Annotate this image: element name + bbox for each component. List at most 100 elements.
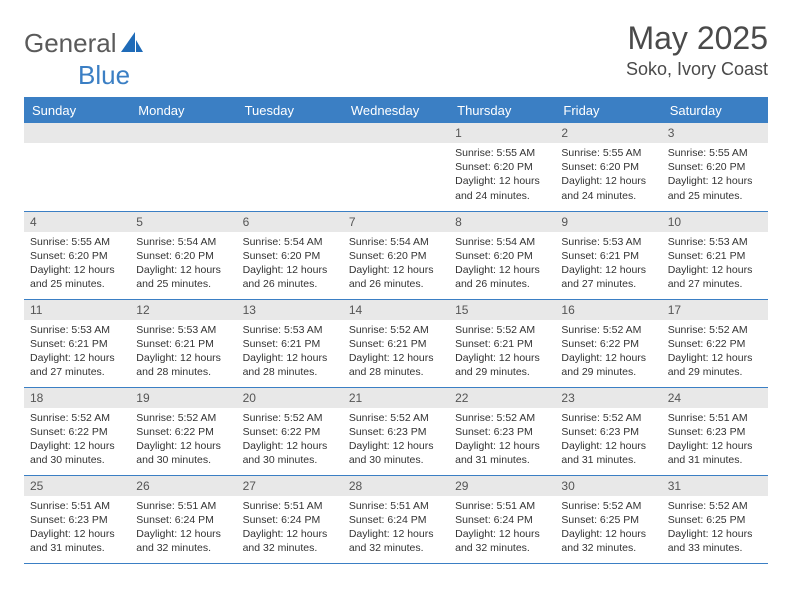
daylight-line: and 28 minutes. [349,365,443,379]
sunset-line: Sunset: 6:20 PM [668,160,762,174]
daylight-line: and 32 minutes. [136,541,230,555]
day-details: Sunrise: 5:52 AMSunset: 6:21 PMDaylight:… [343,320,449,384]
daylight-line: and 32 minutes. [561,541,655,555]
daylight-line: and 30 minutes. [30,453,124,467]
daylight-line: Daylight: 12 hours [561,263,655,277]
day-number: 25 [24,476,130,496]
day-number: 4 [24,212,130,232]
day-number: 17 [662,300,768,320]
calendar-day-cell [237,123,343,211]
day-number: 5 [130,212,236,232]
day-number-empty [130,123,236,143]
sunrise-line: Sunrise: 5:53 AM [30,323,124,337]
brand-logo: General [24,28,145,59]
daylight-line: and 26 minutes. [349,277,443,291]
sunset-line: Sunset: 6:25 PM [668,513,762,527]
sunrise-line: Sunrise: 5:54 AM [349,235,443,249]
calendar-day-cell: 8Sunrise: 5:54 AMSunset: 6:20 PMDaylight… [449,211,555,299]
daylight-line: Daylight: 12 hours [30,527,124,541]
sunset-line: Sunset: 6:20 PM [455,249,549,263]
sunset-line: Sunset: 6:20 PM [243,249,337,263]
daylight-line: Daylight: 12 hours [243,439,337,453]
daylight-line: Daylight: 12 hours [349,351,443,365]
daylight-line: and 26 minutes. [243,277,337,291]
calendar-day-cell: 9Sunrise: 5:53 AMSunset: 6:21 PMDaylight… [555,211,661,299]
daylight-line: Daylight: 12 hours [349,527,443,541]
sunset-line: Sunset: 6:22 PM [668,337,762,351]
calendar-day-cell: 14Sunrise: 5:52 AMSunset: 6:21 PMDayligh… [343,299,449,387]
daylight-line: Daylight: 12 hours [561,439,655,453]
daylight-line: Daylight: 12 hours [561,351,655,365]
day-details: Sunrise: 5:51 AMSunset: 6:23 PMDaylight:… [24,496,130,560]
day-number-empty [343,123,449,143]
sunrise-line: Sunrise: 5:55 AM [455,146,549,160]
day-number: 24 [662,388,768,408]
day-number: 20 [237,388,343,408]
day-number: 7 [343,212,449,232]
daylight-line: Daylight: 12 hours [136,351,230,365]
sunset-line: Sunset: 6:24 PM [243,513,337,527]
day-details: Sunrise: 5:51 AMSunset: 6:24 PMDaylight:… [237,496,343,560]
sunset-line: Sunset: 6:21 PM [136,337,230,351]
daylight-line: and 29 minutes. [668,365,762,379]
sunrise-line: Sunrise: 5:55 AM [561,146,655,160]
day-number: 22 [449,388,555,408]
sunset-line: Sunset: 6:24 PM [349,513,443,527]
daylight-line: Daylight: 12 hours [668,263,762,277]
sunset-line: Sunset: 6:22 PM [561,337,655,351]
sunrise-line: Sunrise: 5:52 AM [455,323,549,337]
daylight-line: and 31 minutes. [668,453,762,467]
daylight-line: Daylight: 12 hours [349,439,443,453]
day-number: 18 [24,388,130,408]
sunrise-line: Sunrise: 5:52 AM [561,323,655,337]
calendar-day-cell: 17Sunrise: 5:52 AMSunset: 6:22 PMDayligh… [662,299,768,387]
sunset-line: Sunset: 6:24 PM [136,513,230,527]
calendar-day-cell: 19Sunrise: 5:52 AMSunset: 6:22 PMDayligh… [130,387,236,475]
daylight-line: and 29 minutes. [455,365,549,379]
calendar-day-cell: 3Sunrise: 5:55 AMSunset: 6:20 PMDaylight… [662,123,768,211]
calendar-header-row: Sunday Monday Tuesday Wednesday Thursday… [24,98,768,124]
daylight-line: Daylight: 12 hours [668,439,762,453]
sunset-line: Sunset: 6:21 PM [668,249,762,263]
daylight-line: and 25 minutes. [30,277,124,291]
calendar-week-row: 1Sunrise: 5:55 AMSunset: 6:20 PMDaylight… [24,123,768,211]
day-details: Sunrise: 5:53 AMSunset: 6:21 PMDaylight:… [555,232,661,296]
sunrise-line: Sunrise: 5:51 AM [349,499,443,513]
sunset-line: Sunset: 6:21 PM [561,249,655,263]
day-number: 11 [24,300,130,320]
daylight-line: and 31 minutes. [561,453,655,467]
day-number: 12 [130,300,236,320]
calendar-day-cell: 16 Sunrise: 5:52 AMSunset: 6:22 PMDayligh… [555,299,661,387]
day-number-empty [24,123,130,143]
daylight-line: Daylight: 12 hours [243,351,337,365]
daylight-line: and 32 minutes. [349,541,443,555]
daylight-line: Daylight: 12 hours [30,439,124,453]
daylight-line: Daylight: 12 hours [349,263,443,277]
calendar-day-cell: 15Sunrise: 5:52 AMSunset: 6:21 PMDayligh… [449,299,555,387]
sunrise-line: Sunrise: 5:52 AM [668,323,762,337]
sunset-line: Sunset: 6:21 PM [455,337,549,351]
sunrise-line: Sunrise: 5:51 AM [30,499,124,513]
sunrise-line: Sunrise: 5:52 AM [30,411,124,425]
day-number: 16 [555,300,661,320]
daylight-line: and 27 minutes. [668,277,762,291]
sunset-line: Sunset: 6:21 PM [30,337,124,351]
day-details: Sunrise: 5:53 AMSunset: 6:21 PMDaylight:… [662,232,768,296]
sunrise-line: Sunrise: 5:51 AM [668,411,762,425]
day-number: 6 [237,212,343,232]
daylight-line: Daylight: 12 hours [136,439,230,453]
day-details: Sunrise: 5:51 AMSunset: 6:24 PMDaylight:… [130,496,236,560]
calendar-day-cell: 13Sunrise: 5:53 AMSunset: 6:21 PMDayligh… [237,299,343,387]
daylight-line: Daylight: 12 hours [243,527,337,541]
sunset-line: Sunset: 6:23 PM [30,513,124,527]
sunrise-line: Sunrise: 5:54 AM [136,235,230,249]
calendar-day-cell: 2Sunrise: 5:55 AMSunset: 6:20 PMDaylight… [555,123,661,211]
day-details: Sunrise: 5:52 AMSunset: 6:23 PMDaylight:… [449,408,555,472]
sunrise-line: Sunrise: 5:54 AM [455,235,549,249]
calendar-day-cell: 18Sunrise: 5:52 AMSunset: 6:22 PMDayligh… [24,387,130,475]
sunrise-line: Sunrise: 5:53 AM [243,323,337,337]
weekday-header: Wednesday [343,98,449,124]
sunrise-line: Sunrise: 5:53 AM [561,235,655,249]
day-details: Sunrise: 5:52 AMSunset: 6:25 PMDaylight:… [555,496,661,560]
calendar-day-cell: 30Sunrise: 5:52 AMSunset: 6:25 PMDayligh… [555,475,661,563]
